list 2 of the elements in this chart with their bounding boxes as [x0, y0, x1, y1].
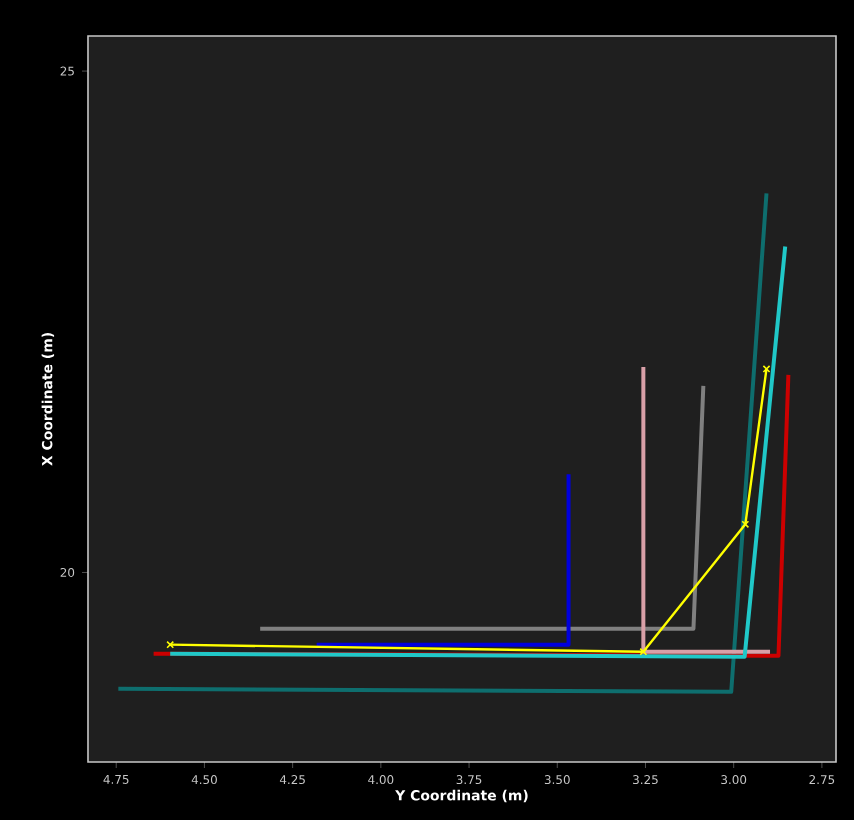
point — [639, 647, 648, 656]
point — [741, 520, 750, 529]
